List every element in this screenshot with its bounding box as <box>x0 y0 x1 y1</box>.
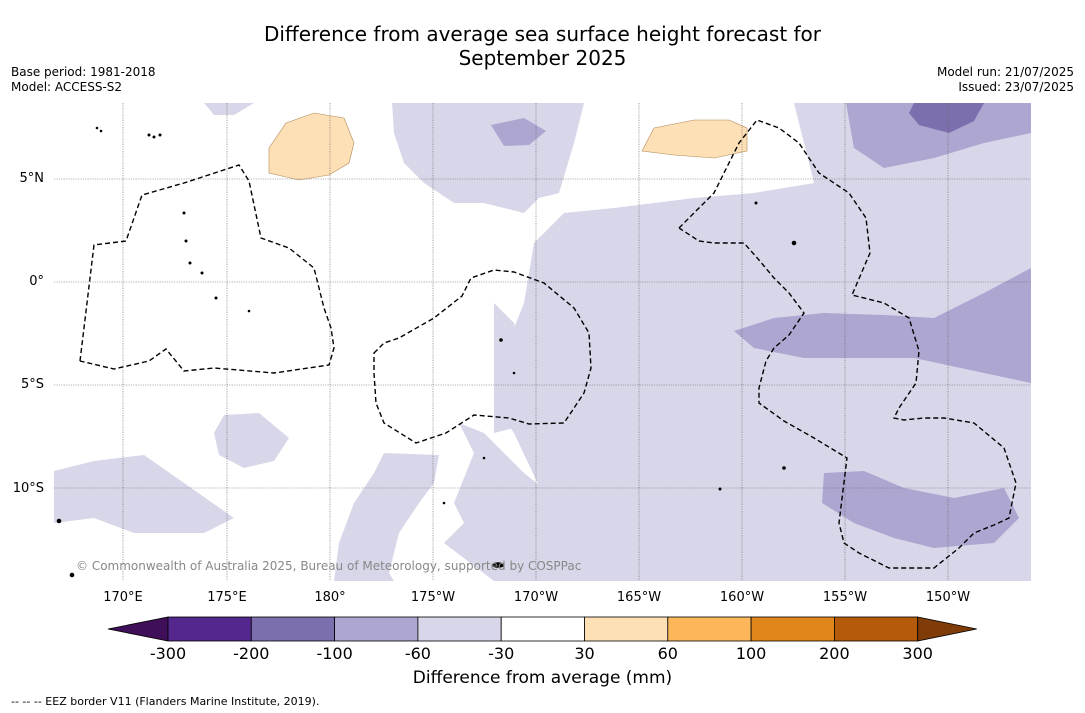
colorbar-tick-label: 60 <box>657 644 678 663</box>
colorbar-segment <box>167 616 252 642</box>
model-run: Model run: 21/07/2025 <box>936 65 1074 79</box>
lon-label-175e: 175°E <box>207 590 247 605</box>
colorbar-segment <box>834 616 919 642</box>
islands <box>56 126 797 578</box>
colorbar-tick-label: 300 <box>902 644 933 663</box>
colorbar-segment <box>667 616 752 642</box>
colorbar-segment <box>250 616 336 642</box>
eez-borders <box>79 119 1017 569</box>
colorbar-tick-label: -100 <box>316 644 353 663</box>
colorbar-extend-high <box>917 616 977 642</box>
chart-title: Difference from average sea surface heig… <box>0 22 1085 70</box>
colorbar-tick-label: 100 <box>735 644 767 663</box>
lon-label-170e: 170°E <box>103 590 143 605</box>
colorbar-extend-low <box>107 616 169 642</box>
base-period: Base period: 1981-2018 <box>11 65 156 79</box>
colorbar-tick-label: -300 <box>149 644 187 663</box>
colorbar-segment <box>500 616 585 642</box>
meta-left: Base period: 1981-2018 Model: ACCESS-S2 <box>11 65 156 95</box>
lat-label-10s: 10°S <box>12 481 44 496</box>
issued-date: Issued: 23/07/2025 <box>958 80 1074 94</box>
lat-label-5n: 5°N <box>19 171 45 186</box>
lon-label-180: 180° <box>314 590 346 605</box>
colorbar-segment <box>750 616 835 642</box>
colorbar-segment <box>334 616 419 642</box>
model-name: Model: ACCESS-S2 <box>11 80 123 94</box>
title-line-1: Difference from average sea surface heig… <box>263 22 822 46</box>
lat-label-5s: 5°S <box>20 377 44 392</box>
anomaly-band-positive <box>268 112 748 181</box>
colorbar-segment <box>584 616 669 642</box>
anomaly-band-medium <box>491 103 1031 548</box>
colorbar-segment <box>417 616 502 642</box>
lat-label-0: 0° <box>29 274 44 289</box>
colorbar-tick-label: -60 <box>404 644 431 663</box>
lon-label-165w: 165°W <box>616 590 662 605</box>
anomaly-band-dark <box>909 103 984 133</box>
lon-label-170w: 170°W <box>513 590 559 605</box>
colorbar-label: Difference from average (mm) <box>412 668 673 688</box>
eez-legend-note: -- -- -- EEZ border V11 (Flanders Marine… <box>11 695 320 708</box>
colorbar-tick-label: 200 <box>819 644 850 663</box>
colorbar-tick-label: -30 <box>488 644 515 663</box>
colorbar <box>107 616 977 642</box>
gridlines <box>54 103 1031 581</box>
sea-surface-height-map <box>54 103 1031 581</box>
colorbar-tick-label: -200 <box>233 644 270 663</box>
lon-label-155w: 155°W <box>822 590 868 605</box>
colorbar-tick-label: 30 <box>574 644 595 663</box>
lon-label-175w: 175°W <box>410 590 456 605</box>
meta-right: Model run: 21/07/2025 Issued: 23/07/2025 <box>937 65 1074 95</box>
lon-label-150w: 150°W <box>925 590 971 605</box>
lon-label-160w: 160°W <box>719 590 765 605</box>
copyright-notice: © Commonwealth of Australia 2025, Bureau… <box>76 559 582 573</box>
title-line-2: September 2025 <box>458 46 627 70</box>
